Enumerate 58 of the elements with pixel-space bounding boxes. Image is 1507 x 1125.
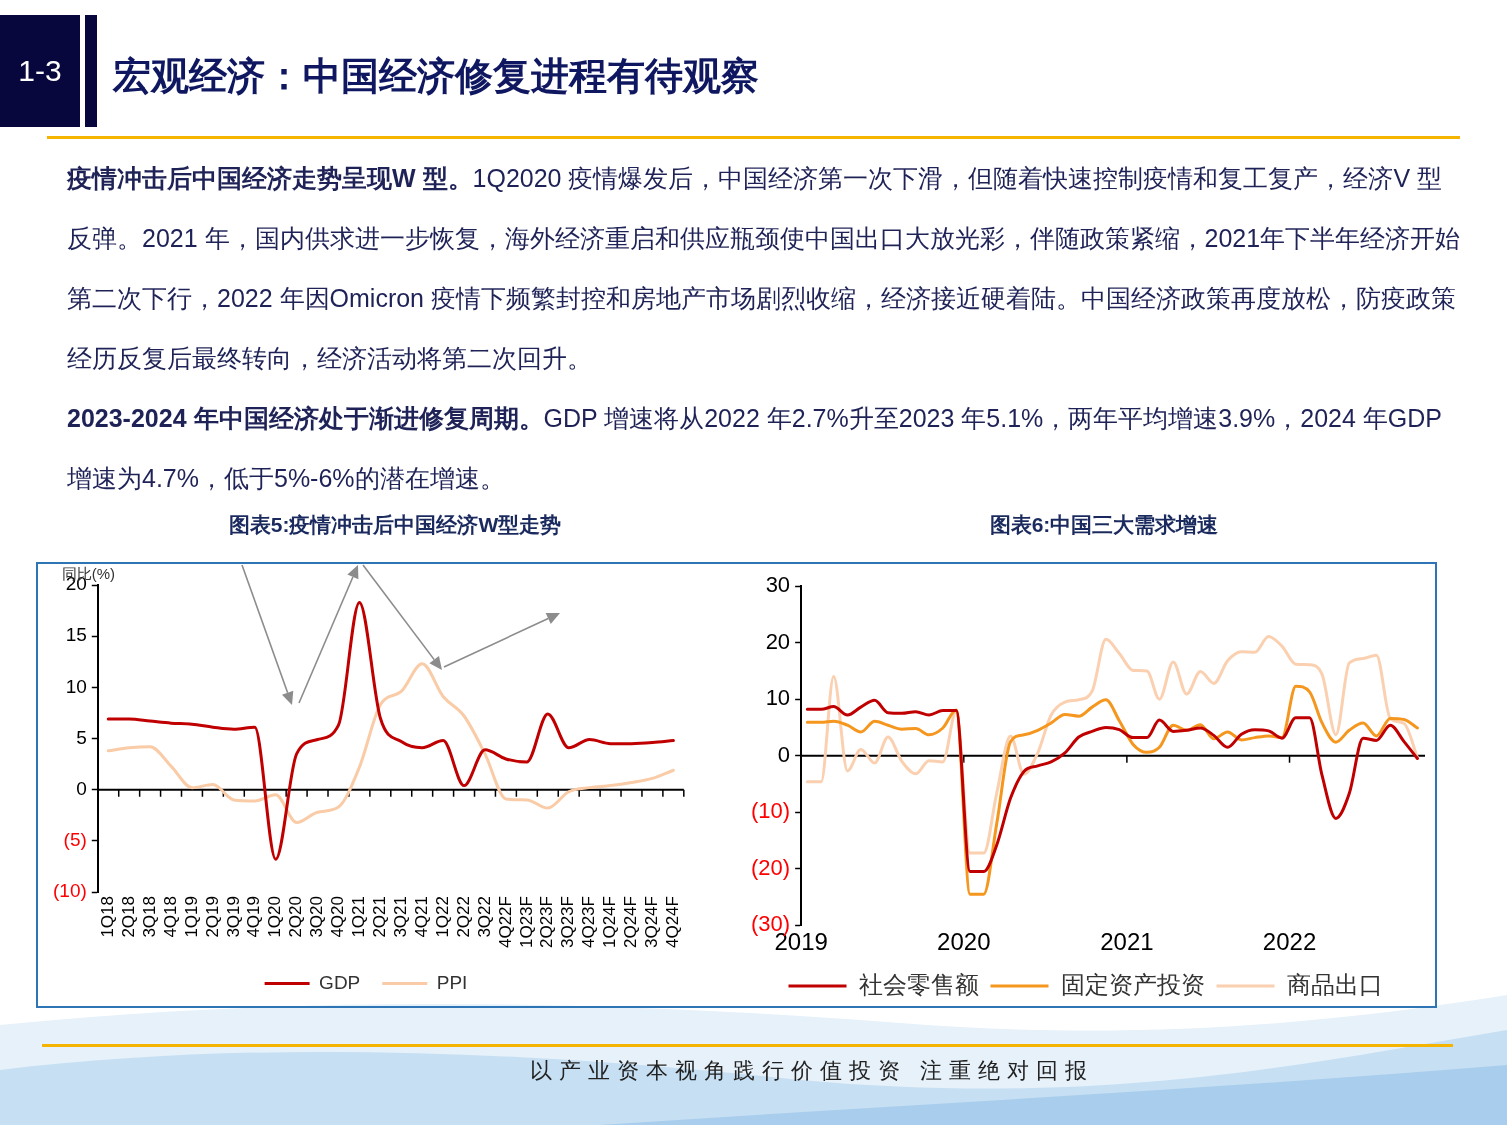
x-tick-label: 1Q21 (349, 896, 369, 938)
x-tick-label: 1Q23F (516, 896, 536, 949)
text: 宏观经济：中国经济修复进程有待观察 (113, 55, 759, 97)
x-tick-label: 3Q20 (307, 896, 327, 938)
text: 以产业资本视角践行价值投资 注重绝对回报 (530, 1058, 1095, 1083)
y-tick-label: (20) (751, 854, 791, 880)
x-tick-label: 4Q19 (244, 896, 264, 938)
x-tick-label: 2Q23F (537, 896, 557, 949)
text: 疫情冲击后中国经济走势呈现W 型。1Q2020 疫情爆发后，中国经济第一次下滑，但随着快速控制疫情和复工复产，经济V 型反弹。2021 年，国内供求进一步恢复，海外经济重启和供应瓶颈使中国出口大放光彩，伴随政策紧缩，2021年下半年经济开始第二次下行，2022 年因Omicron 疫情下频繁封控和房地产市场剧烈收缩，经济接近硬着陆。中国经济政策再度放松，防疫政策经历反复后最终转向，经济活动将第二次回升。 (67, 164, 1461, 372)
legend-label: GDP (319, 971, 361, 993)
legend-label: 商品出口 (1286, 970, 1383, 998)
legend-label: PPI (436, 971, 468, 993)
chart-title: 图表6:中国三大需求增速 (989, 513, 1219, 536)
line-series (805, 698, 1419, 874)
x-tick-label: 1Q22 (432, 896, 452, 938)
x-tick-label: 4Q24F (663, 896, 683, 949)
x-tick-label: 2Q22 (453, 896, 473, 938)
y-tick-label: (5) (63, 829, 87, 851)
line-series (106, 600, 675, 861)
y-tick-label: (10) (751, 798, 791, 824)
x-tick-label: 1Q20 (265, 896, 285, 938)
y-tick-label: 20 (765, 628, 791, 654)
x-tick-label: 1Q19 (181, 896, 201, 938)
x-tick-label: 2Q21 (370, 896, 390, 938)
x-tick-label: 3Q24F (642, 896, 662, 949)
y-tick-label: 30 (765, 572, 791, 598)
y-tick-label: 0 (76, 777, 87, 799)
x-tick-label: 1Q18 (97, 896, 117, 938)
y-tick-label: 15 (65, 624, 87, 646)
line-series (106, 662, 675, 824)
text: 2023-2024 年中国经济处于渐进修复周期。GDP 增速将从2022 年2.7%升至2023 年5.1%，两年平均增速3.9%，2024 年GDP 增速为4.7%，低于5%-6%的潜在增速。 (67, 404, 1442, 492)
x-tick-label: 2Q19 (202, 896, 222, 938)
x-tick-label: 2Q20 (286, 896, 306, 938)
y-tick-label: (10) (52, 880, 87, 902)
x-tick-label: 3Q23F (558, 896, 578, 949)
x-tick-label: 4Q23F (579, 896, 599, 949)
y-tick-label: 10 (65, 675, 87, 697)
y-tick-label: 5 (76, 726, 87, 748)
x-tick-label: 2Q18 (118, 896, 138, 938)
x-tick-label: 4Q20 (328, 896, 348, 938)
x-tick-label: 3Q19 (223, 896, 243, 938)
y-tick-label: 10 (765, 685, 791, 711)
x-tick-label: 4Q22F (495, 896, 515, 949)
x-tick-label: 4Q21 (411, 896, 431, 938)
x-tick-label: 1Q24F (600, 896, 620, 949)
y-tick-label: 0 (777, 741, 791, 767)
x-tick-label: 3Q22 (474, 896, 494, 938)
x-tick-label: 2020 (937, 928, 991, 956)
legend-label: 社会零售额 (858, 970, 979, 998)
x-tick-label: 3Q18 (139, 896, 159, 938)
x-tick-label: 3Q21 (390, 896, 410, 938)
section-badge: 1-3 (0, 15, 80, 127)
x-tick-label: 2021 (1100, 928, 1154, 956)
legend-label: 固定资产投资 (1060, 970, 1205, 998)
x-tick-label: 4Q18 (160, 896, 180, 938)
x-tick-label: 2022 (1262, 928, 1317, 956)
chart-title: 图表5:疫情冲击后中国经济W型走势 (228, 513, 562, 536)
x-tick-label: 2Q24F (621, 896, 641, 949)
